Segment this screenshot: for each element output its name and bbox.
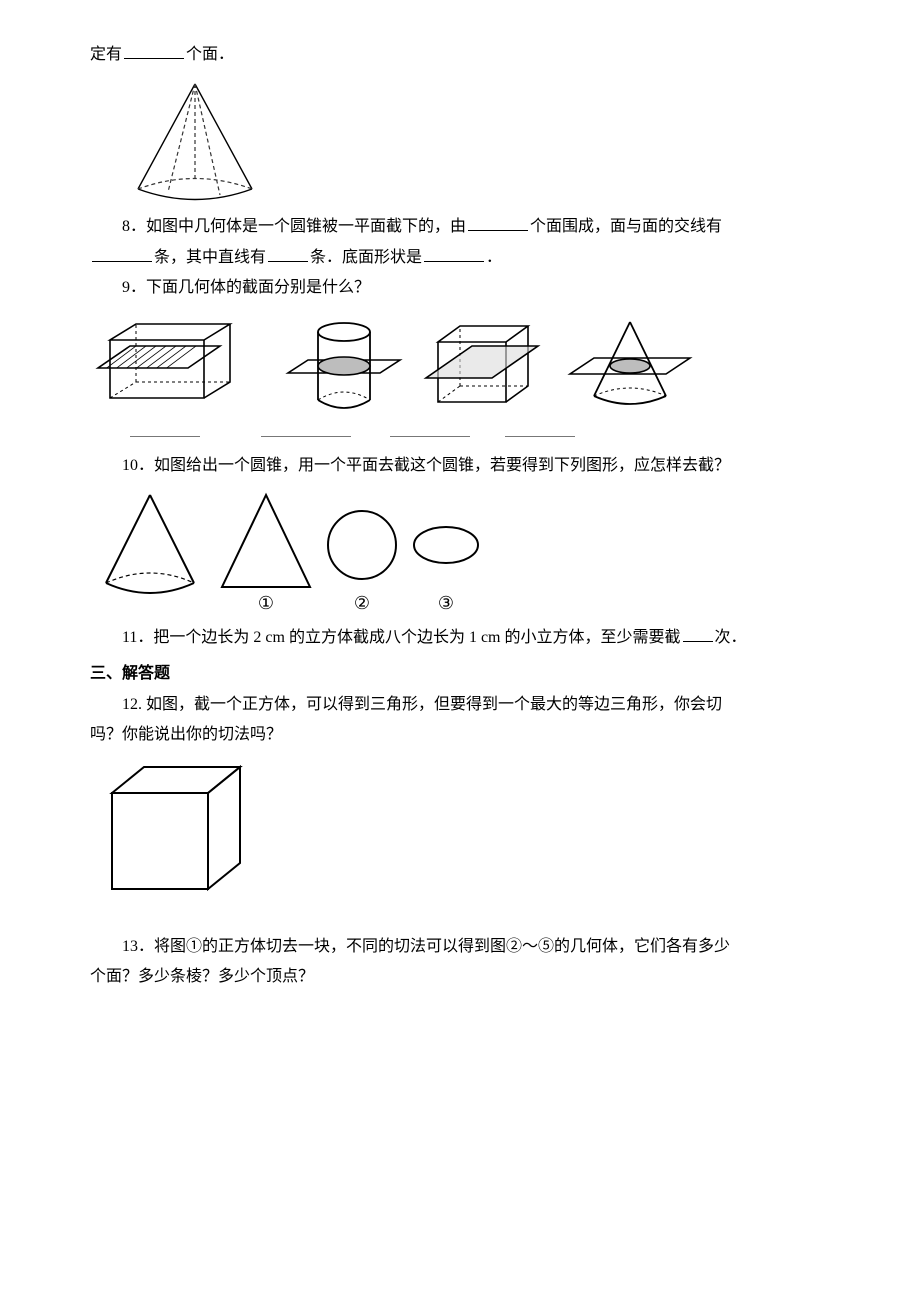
q9-figures [90, 310, 920, 420]
q8-blank3 [268, 243, 308, 262]
q8-l1a: 8．如图中几何体是一个圆锥被一平面截下的，由 [122, 218, 466, 235]
q8-l2b: 条．底面形状是 [310, 249, 422, 266]
q9-svg [90, 310, 700, 420]
q13-line1: 13．将图①的正方体切去一块，不同的切法可以得到图②～⑤的几何体，它们各有多少 [90, 932, 920, 962]
q7-prefix: 定有 [90, 46, 122, 63]
spacer [90, 908, 920, 932]
q7-blank [124, 40, 184, 59]
q8-l2a: 条，其中直线有 [154, 249, 266, 266]
q7-tail-line: 定有 个面． [90, 40, 920, 70]
q10-label-3: ③ [438, 593, 454, 613]
cone-dashed-svg [120, 76, 270, 206]
section3-title: 三、解答题 [90, 659, 920, 689]
q9-answer-blanks [130, 426, 920, 443]
q11-a: 11．把一个边长为 2 cm 的立方体截成八个边长为 1 cm 的小立方体，至少… [122, 629, 681, 646]
q10-figures: ① ② ③ [96, 487, 920, 617]
q8-blank2 [92, 243, 152, 262]
q8-blank1 [468, 213, 528, 232]
q11-blank [683, 623, 713, 642]
q8-line2: 条，其中直线有 条．底面形状是 ． [90, 243, 920, 273]
q12-cube-svg [98, 757, 258, 902]
q11-line: 11．把一个边长为 2 cm 的立方体截成八个边长为 1 cm 的小立方体，至少… [90, 623, 920, 653]
fig-cone-dashed [120, 76, 920, 206]
q8-line1: 8．如图中几何体是一个圆锥被一平面截下的，由 个面围成，面与面的交线有 [90, 212, 920, 242]
q12-line1: 12. 如图，截一个正方体，可以得到三角形，但要得到一个最大的等边三角形，你会切 [90, 690, 920, 720]
q8-l1b: 个面围成，面与面的交线有 [530, 218, 722, 235]
q13-line2: 个面？多少条棱？多少个顶点？ [90, 962, 920, 992]
q10-label-1: ① [258, 593, 274, 613]
q10-text: 10．如图给出一个圆锥，用一个平面去截这个圆锥，若要得到下列图形，应怎样去截？ [90, 451, 920, 481]
q8-blank4 [424, 243, 484, 262]
q8-l2c: ． [486, 249, 502, 266]
q7-suffix: 个面． [186, 46, 234, 63]
q9-text: 9．下面几何体的截面分别是什么？ [90, 273, 920, 303]
q10-svg: ① ② ③ [96, 487, 496, 617]
q12-figure [98, 757, 920, 902]
q10-label-2: ② [354, 593, 370, 613]
q11-b: 次． [715, 629, 747, 646]
q12-line2: 吗？你能说出你的切法吗？ [90, 720, 920, 750]
